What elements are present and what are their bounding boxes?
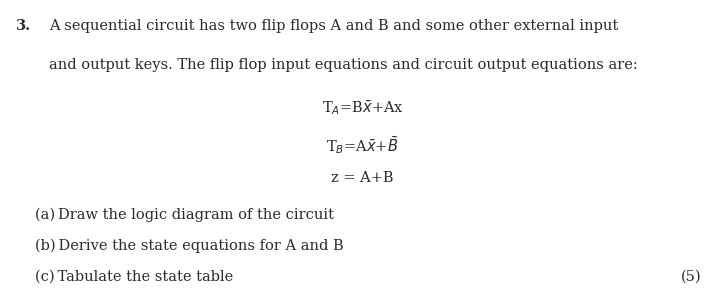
Text: 3.: 3. xyxy=(16,19,31,33)
Text: T$_{A}$=B$\bar{x}$+Ax: T$_{A}$=B$\bar{x}$+Ax xyxy=(322,98,403,117)
Text: z = A+B: z = A+B xyxy=(331,171,394,185)
Text: (5): (5) xyxy=(682,270,702,284)
Text: T$_{B}$=A$\bar{x}$+$\bar{B}$: T$_{B}$=A$\bar{x}$+$\bar{B}$ xyxy=(326,134,399,156)
Text: A sequential circuit has two flip flops A and B and some other external input: A sequential circuit has two flip flops … xyxy=(49,19,618,33)
Text: (b) Derive the state equations for A and B: (b) Derive the state equations for A and… xyxy=(35,239,344,253)
Text: (c) Tabulate the state table: (c) Tabulate the state table xyxy=(35,270,233,284)
Text: (a) Draw the logic diagram of the circuit: (a) Draw the logic diagram of the circui… xyxy=(35,208,334,222)
Text: and output keys. The flip flop input equations and circuit output equations are:: and output keys. The flip flop input equ… xyxy=(49,58,638,72)
